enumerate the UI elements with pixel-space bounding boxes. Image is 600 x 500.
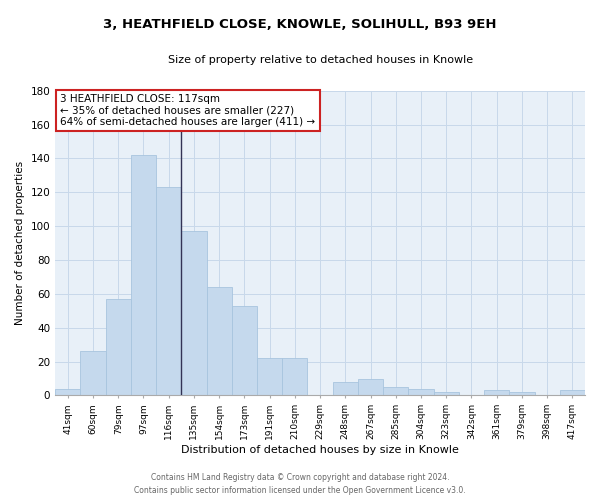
Bar — [55, 388, 80, 396]
Bar — [181, 232, 206, 396]
Bar — [383, 387, 409, 396]
Bar — [434, 392, 459, 396]
Y-axis label: Number of detached properties: Number of detached properties — [15, 161, 25, 325]
Bar — [131, 155, 156, 396]
Bar — [358, 378, 383, 396]
Bar — [484, 390, 509, 396]
Bar — [206, 287, 232, 396]
Bar — [509, 392, 535, 396]
Bar — [332, 382, 358, 396]
Text: Contains HM Land Registry data © Crown copyright and database right 2024.
Contai: Contains HM Land Registry data © Crown c… — [134, 474, 466, 495]
Bar — [409, 388, 434, 396]
Bar — [560, 390, 585, 396]
X-axis label: Distribution of detached houses by size in Knowle: Distribution of detached houses by size … — [181, 445, 459, 455]
Bar — [80, 352, 106, 396]
Title: Size of property relative to detached houses in Knowle: Size of property relative to detached ho… — [167, 55, 473, 65]
Text: 3, HEATHFIELD CLOSE, KNOWLE, SOLIHULL, B93 9EH: 3, HEATHFIELD CLOSE, KNOWLE, SOLIHULL, B… — [103, 18, 497, 30]
Bar — [232, 306, 257, 396]
Bar — [106, 299, 131, 396]
Bar — [257, 358, 282, 396]
Bar — [282, 358, 307, 396]
Bar — [156, 188, 181, 396]
Text: 3 HEATHFIELD CLOSE: 117sqm
← 35% of detached houses are smaller (227)
64% of sem: 3 HEATHFIELD CLOSE: 117sqm ← 35% of deta… — [61, 94, 316, 127]
